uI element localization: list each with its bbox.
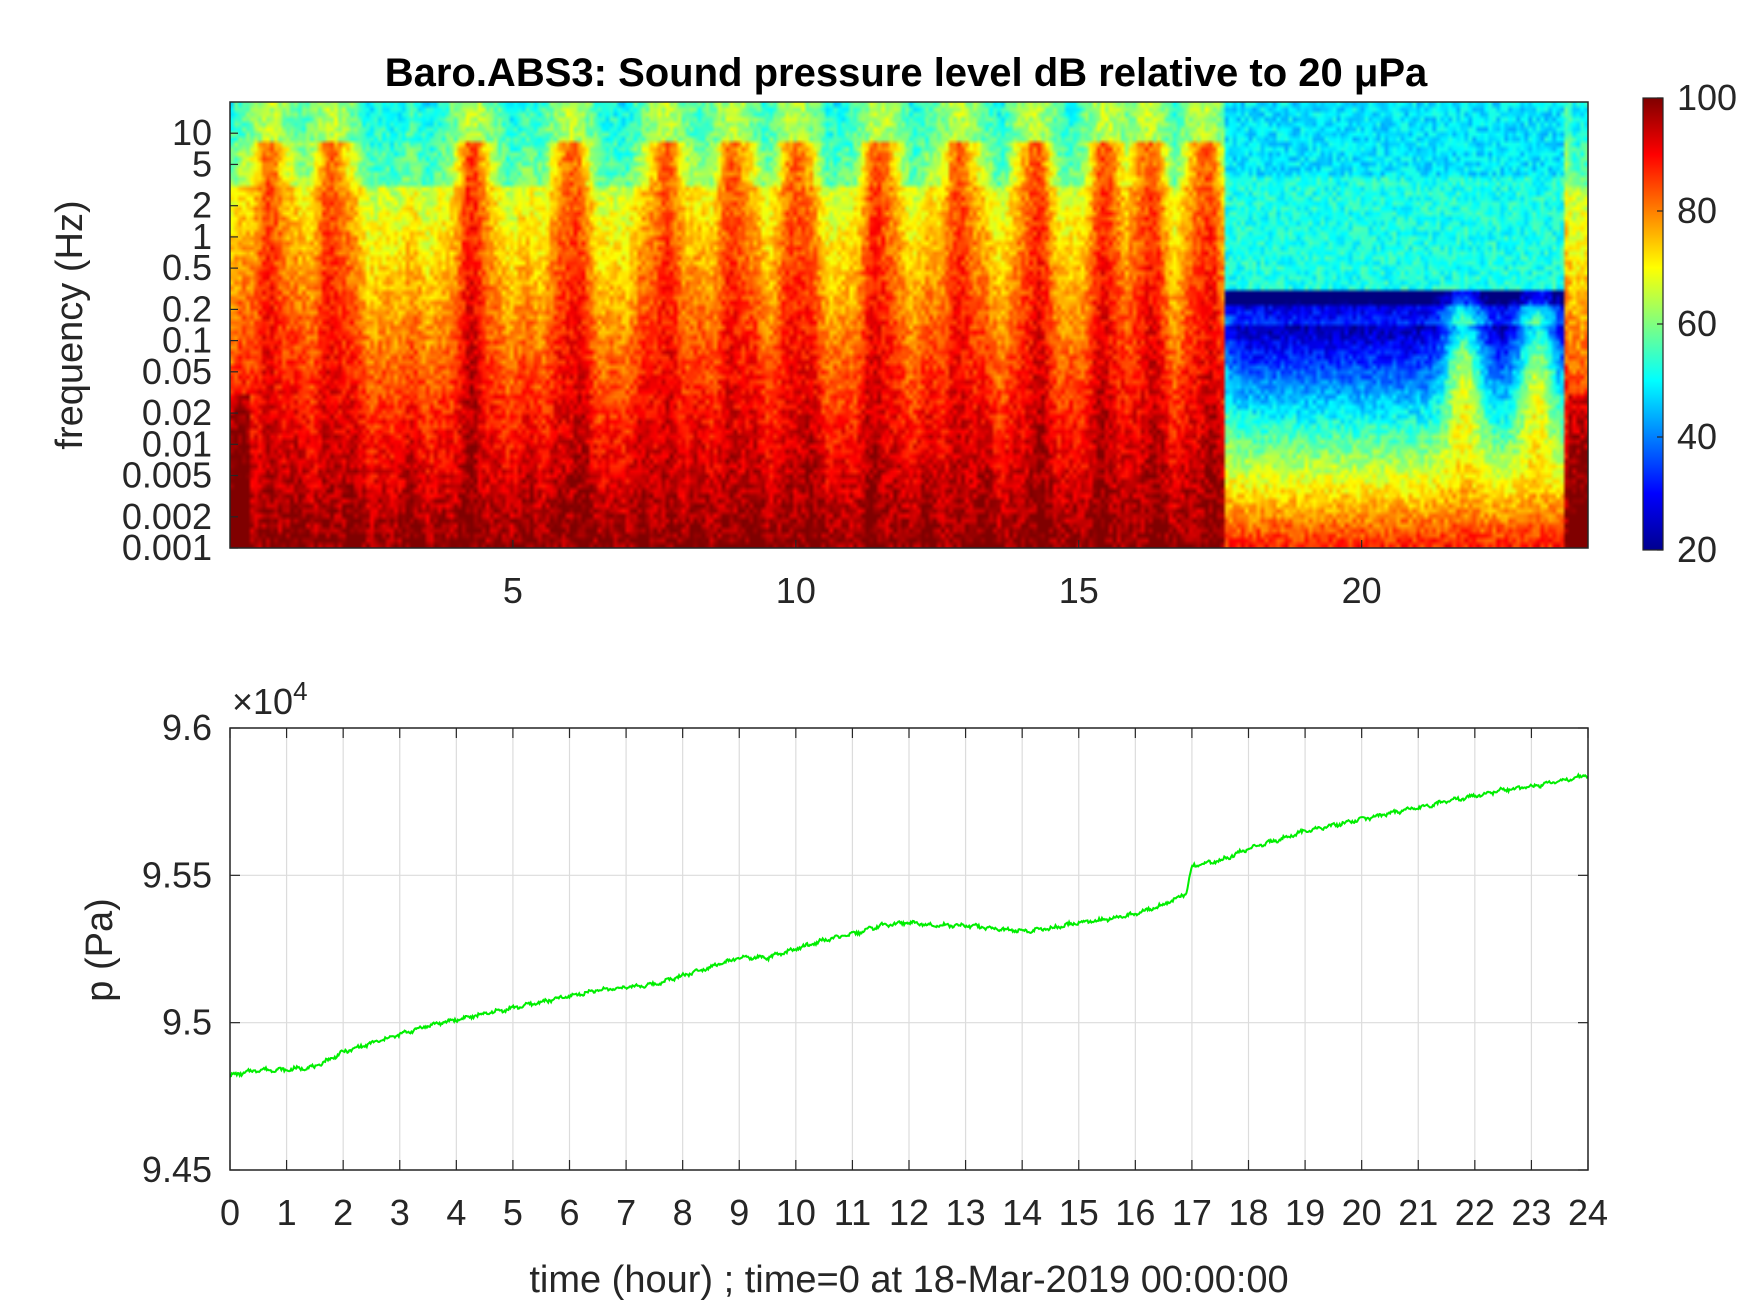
spectrogram-x-tick-label: 5 — [503, 570, 523, 611]
pressure-x-tick-label: 13 — [946, 1192, 986, 1233]
spectrogram-y-tick-label: 0.1 — [162, 320, 212, 361]
spectrogram-panel: Baro.ABS3: Sound pressure level dB relat… — [49, 51, 1589, 611]
exponent-power: 4 — [293, 676, 307, 706]
pressure-x-tick-label: 4 — [446, 1192, 466, 1233]
spectrogram-y-tick-label: 10 — [172, 112, 212, 153]
pressure-x-tick-label: 16 — [1115, 1192, 1155, 1233]
spectrogram-x-tick-label: 20 — [1342, 570, 1382, 611]
colorbar-ticks: 100 80 60 40 20 — [1657, 77, 1737, 570]
pressure-x-tick-label: 12 — [889, 1192, 929, 1233]
spectrogram-title: Baro.ABS3: Sound pressure level dB relat… — [385, 51, 1428, 95]
spectrogram-x-tick-label: 10 — [776, 570, 816, 611]
pressure-x-tick-label: 23 — [1511, 1192, 1551, 1233]
spectrogram-y-tick-label: 0.05 — [142, 351, 212, 392]
pressure-y-tick-label: 9.5 — [162, 1002, 212, 1043]
pressure-x-ticks: 0 1 2 3 4 5 6 7 8 9 10 11 12 13 14 15 16 17 18 19 20 21 22 23 24 — [220, 728, 1608, 1233]
pressure-x-tick-label: 19 — [1285, 1192, 1325, 1233]
pressure-x-tick-label: 7 — [616, 1192, 636, 1233]
colorbar-tick-label: 40 — [1677, 416, 1717, 457]
spectrogram-y-tick-label: 0.002 — [122, 496, 212, 537]
pressure-x-tick-label: 10 — [776, 1192, 816, 1233]
spectrogram-frame — [229, 101, 1589, 549]
spectrogram-y-tick-label: 0.02 — [142, 392, 212, 433]
pressure-y-tick-label: 9.55 — [142, 854, 212, 895]
spectrogram-y-label: frequency (Hz) — [49, 200, 91, 449]
pressure-x-tick-label: 1 — [277, 1192, 297, 1233]
pressure-x-tick-label: 9 — [729, 1192, 749, 1233]
pressure-x-tick-label: 6 — [559, 1192, 579, 1233]
pressure-x-tick-label: 5 — [503, 1192, 523, 1233]
pressure-x-tick-label: 18 — [1228, 1192, 1268, 1233]
spectrogram-y-tick-label: 5 — [192, 143, 212, 184]
spectrogram-y-tick-label: 0.01 — [142, 423, 212, 464]
spectrogram-y-tick-label: 0.001 — [122, 527, 212, 568]
pressure-x-tick-label: 11 — [834, 1192, 871, 1233]
colorbar-tick-label: 100 — [1677, 77, 1737, 118]
pressure-y-tick-label: 9.45 — [142, 1149, 212, 1190]
spectrogram-x-tick-label: 15 — [1059, 570, 1099, 611]
spectrogram-y-tick-label: 0.2 — [162, 288, 212, 329]
pressure-y-tick-label: 9.6 — [162, 707, 212, 748]
colorbar-tick-label: 20 — [1677, 529, 1717, 570]
spectrogram-heatmap — [230, 102, 1588, 548]
pressure-x-tick-label: 17 — [1172, 1192, 1212, 1233]
pressure-x-tick-label: 2 — [333, 1192, 353, 1233]
pressure-x-tick-label: 15 — [1059, 1192, 1099, 1233]
pressure-x-tick-label: 3 — [390, 1192, 410, 1233]
pressure-x-tick-label: 0 — [220, 1192, 240, 1233]
pressure-exponent-label: ×104 — [232, 676, 308, 722]
colorbar: 100 80 60 40 20 — [1642, 77, 1737, 570]
pressure-x-tick-label: 22 — [1455, 1192, 1495, 1233]
pressure-y-ticks: 9.6 9.55 9.5 9.45 — [142, 707, 1588, 1190]
pressure-series-line — [229, 772, 1589, 1079]
pressure-x-tick-label: 8 — [673, 1192, 693, 1233]
spectrogram-x-ticks: 5 10 15 20 — [503, 540, 1382, 611]
colorbar-tick-label: 60 — [1677, 303, 1717, 344]
colorbar-tick-label: 80 — [1677, 190, 1717, 231]
spectrogram-y-ticks: 105210.50.20.10.050.020.010.0050.0020.00… — [122, 112, 238, 568]
pressure-x-tick-label: 21 — [1398, 1192, 1438, 1233]
spectrogram-y-tick-label: 0.5 — [162, 247, 212, 288]
pressure-x-tick-label: 20 — [1342, 1192, 1382, 1233]
spectrogram-y-tick-label: 2 — [192, 185, 212, 226]
pressure-x-tick-label: 14 — [1002, 1192, 1042, 1233]
spectrogram-y-tick-label: 1 — [192, 216, 212, 257]
spectrogram-y-tick-label: 0.005 — [122, 455, 212, 496]
pressure-y-label: p (Pa) — [79, 898, 121, 1001]
pressure-x-tick-label: 24 — [1568, 1192, 1608, 1233]
exponent-base: ×10 — [232, 681, 293, 722]
pressure-x-label: time (hour) ; time=0 at 18-Mar-2019 00:0… — [529, 1259, 1288, 1301]
pressure-panel: 9.69.559.59.45 0 1 2 3 4 5 6 7 8 9 10 11 12 13 14 15 16 1… — [79, 676, 1608, 1301]
